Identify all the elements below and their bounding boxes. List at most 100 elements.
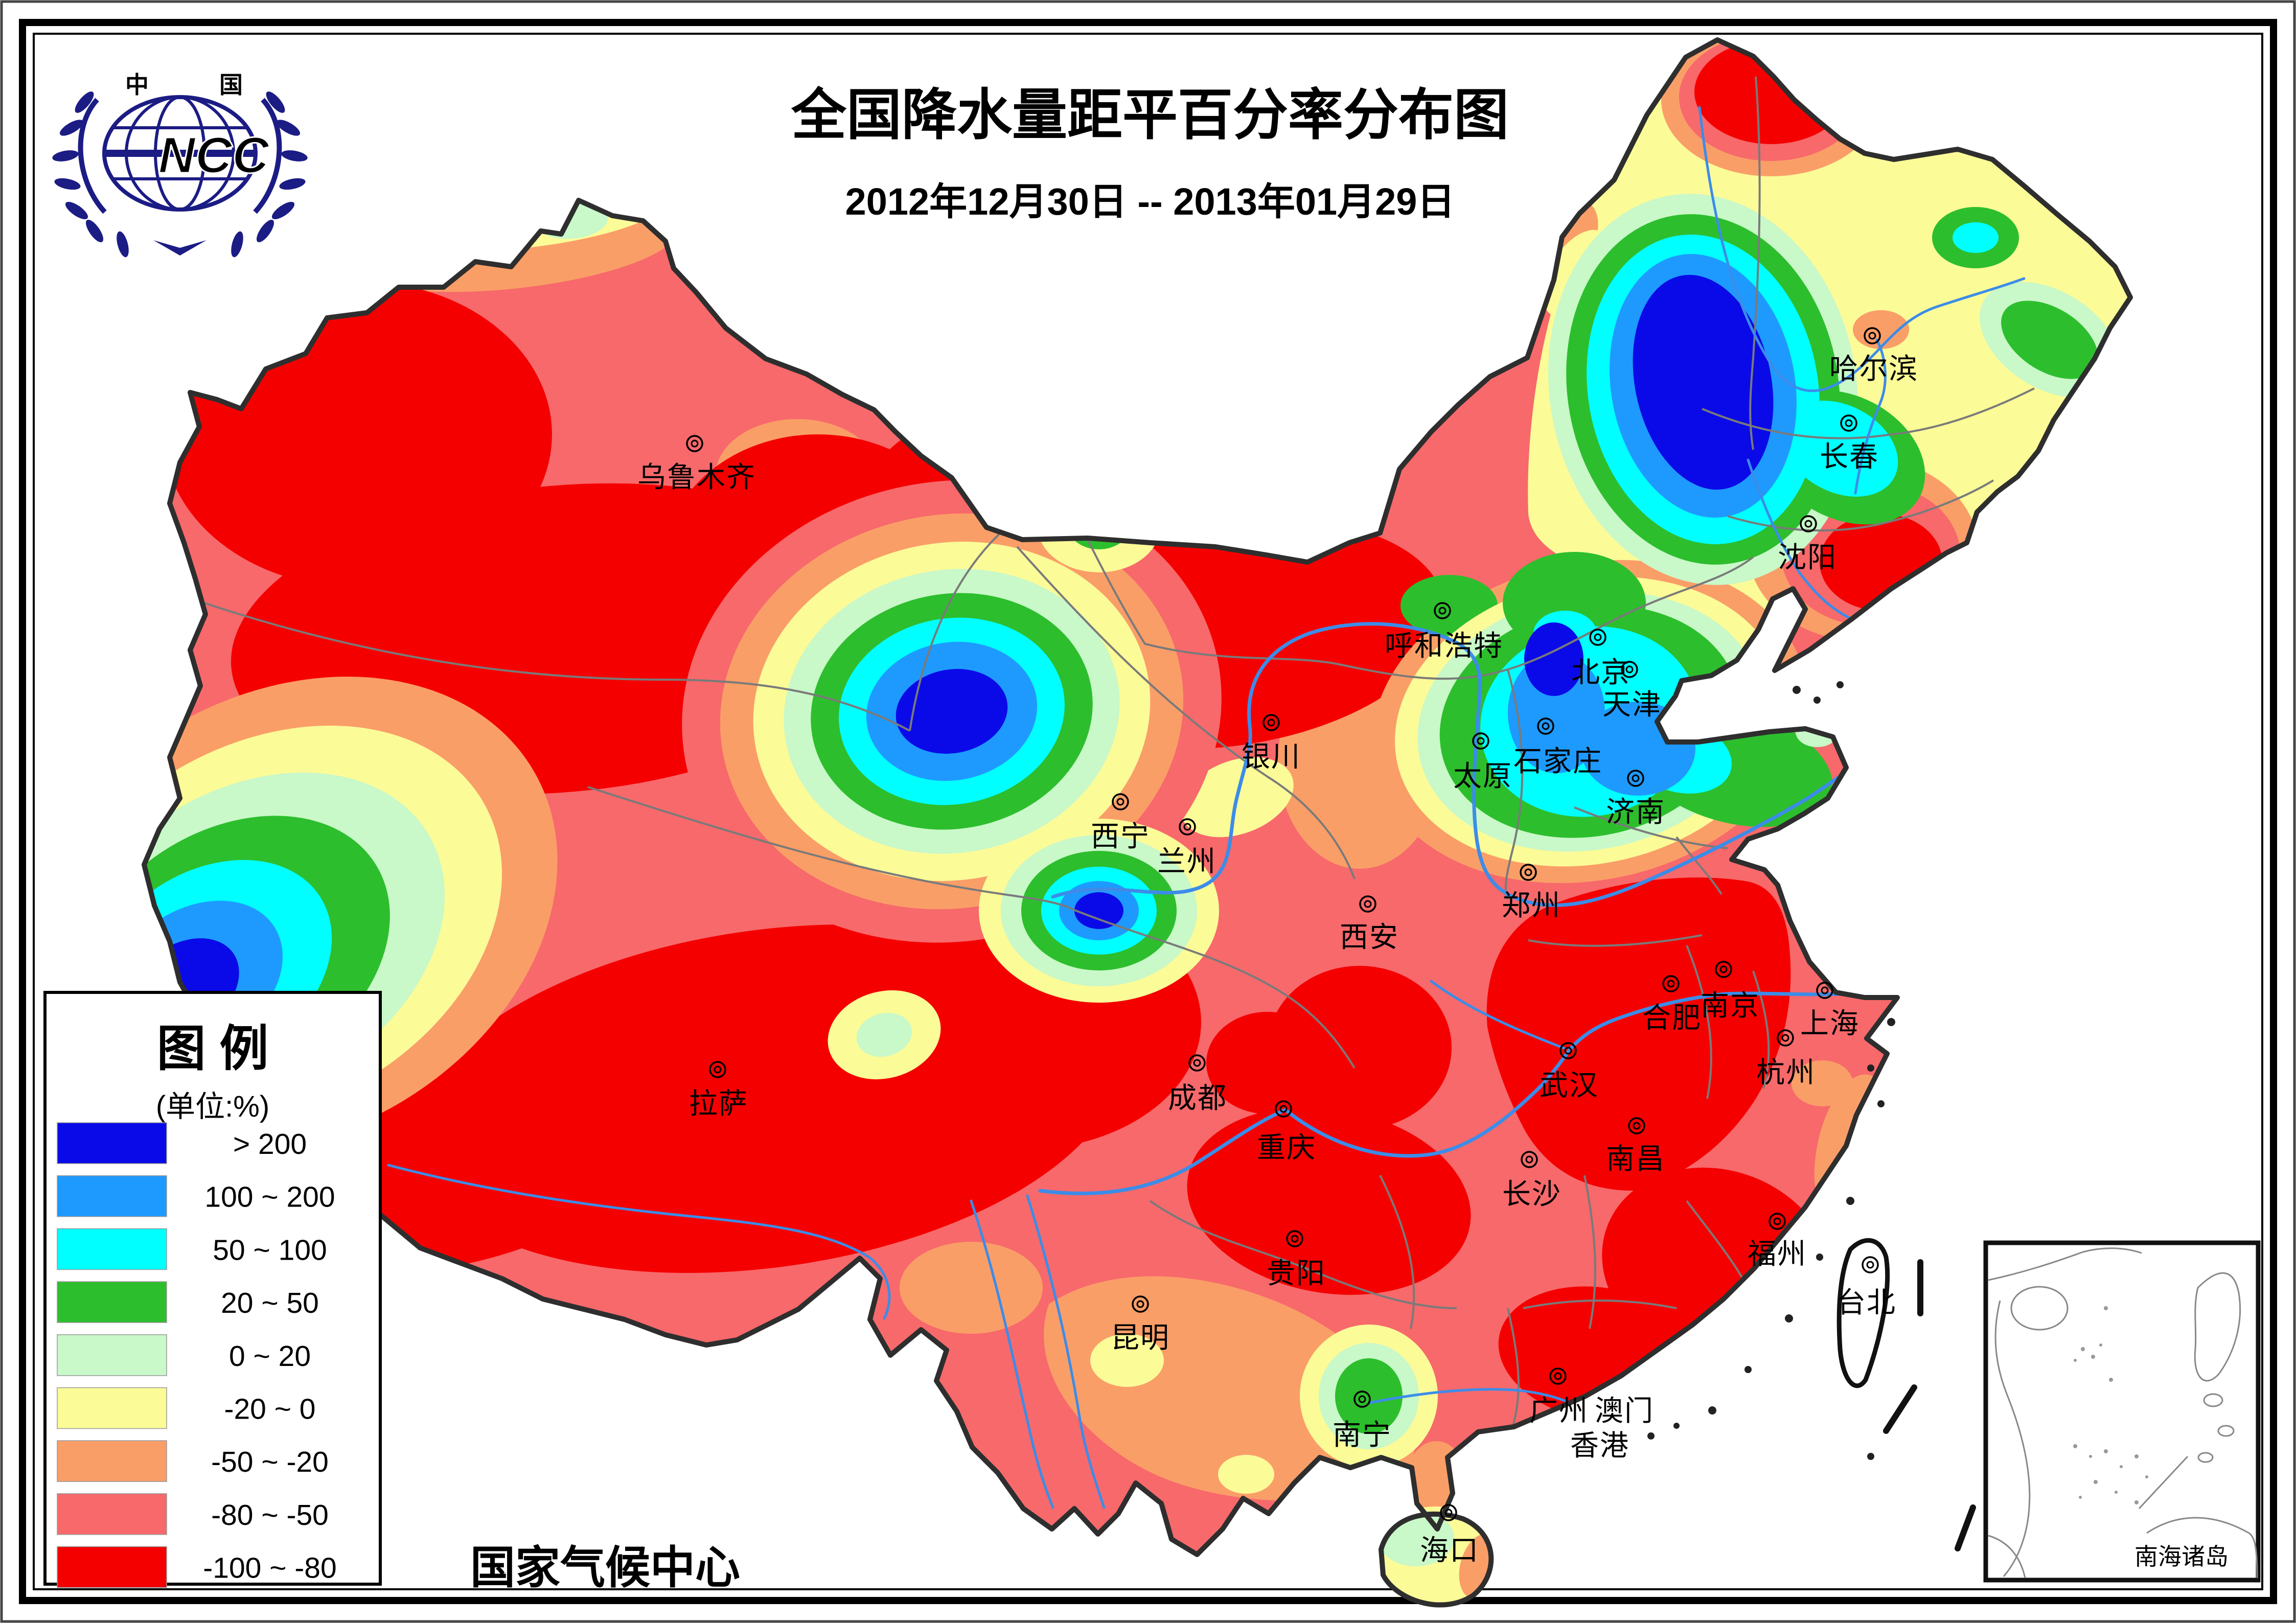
city-label: 济南 (1606, 796, 1665, 828)
city-marker-icon (1840, 414, 1857, 432)
city-marker-inner-icon (1358, 1395, 1366, 1403)
city-9: 济南 (1606, 770, 1665, 828)
city-label: 哈尔滨 (1829, 353, 1918, 385)
inset-islands (2073, 1306, 2148, 1504)
city-marker-inner-icon (1525, 1155, 1533, 1164)
city-label: 太原 (1453, 760, 1512, 792)
city-label: 天津 (1602, 688, 1662, 721)
wet-stack-north-china (1372, 552, 1839, 884)
city-label: 乌鲁木齐 (637, 461, 756, 493)
city-marker-inner-icon (691, 439, 699, 448)
city-10: 银川 (1242, 714, 1300, 773)
city-marker-inner-icon (1866, 1261, 1874, 1269)
legend-range-label-4: 0 ~ 20 (229, 1340, 311, 1373)
city-label: 香港 (1570, 1429, 1629, 1462)
city-26: 昆明 (1111, 1295, 1169, 1354)
city-24: 拉萨 (689, 1061, 748, 1120)
city-marker-inner-icon (1477, 737, 1485, 745)
city-marker-icon (1132, 1295, 1149, 1313)
logo-country-right: 国 (219, 72, 243, 98)
city-label: 成都 (1168, 1082, 1227, 1114)
city-marker-inner-icon (1438, 607, 1447, 615)
city-marker-inner-icon (1183, 823, 1191, 831)
city-19: 武汉 (1540, 1042, 1598, 1101)
city-label: 南京 (1701, 989, 1760, 1022)
city-marker-icon (1621, 661, 1638, 678)
city-marker-inner-icon (1625, 665, 1634, 674)
city-marker-icon (1359, 895, 1376, 913)
logo-country-left: 中 (125, 72, 149, 98)
city-label: 沈阳 (1778, 541, 1837, 573)
legend-swatch-5 (57, 1387, 167, 1429)
laurel-leaves-icon (52, 91, 308, 258)
taiwan-island (1836, 1238, 1890, 1388)
city-5: 北京 (1571, 629, 1629, 688)
city-label: 贵阳 (1267, 1257, 1326, 1289)
legend-range-label-1: 100 ~ 200 (204, 1181, 335, 1214)
inset-map: 南海诸岛 (1983, 1240, 2261, 1583)
city-label: 兰州 (1157, 845, 1216, 877)
legend-items: > 200 100 ~ 200 50 ~ 100 20 ~ 50 0 ~ 20 -20 ~… (57, 1122, 337, 1588)
city-23: 成都 (1168, 1054, 1227, 1114)
city-marker-icon (1662, 975, 1680, 992)
city-22: 重庆 (1257, 1100, 1315, 1164)
legend-range-label-8: -100 ~ -80 (203, 1552, 336, 1585)
city-marker-inner-icon (1136, 1300, 1144, 1308)
city-label: 海口 (1420, 1534, 1479, 1566)
legend-swatch-8 (57, 1546, 167, 1588)
city-30: 香港 (1570, 1429, 1629, 1462)
city-25: 贵阳 (1267, 1230, 1326, 1289)
legend-title: 图 例 (157, 1022, 269, 1076)
city-marker-inner-icon (1594, 633, 1602, 641)
boundary-dashes (1883, 1259, 1976, 1551)
city-12: 兰州 (1157, 818, 1216, 877)
city-marker-icon (1862, 1256, 1879, 1273)
city-marker-inner-icon (1554, 1372, 1562, 1380)
city-17: 上海 (1800, 982, 1858, 1039)
city-3: 沈阳 (1778, 515, 1837, 573)
legend-range-label-3: 20 ~ 50 (221, 1287, 319, 1319)
city-33: 台北 (1837, 1256, 1895, 1318)
city-marker-inner-icon (714, 1065, 722, 1074)
city-marker-inner-icon (1267, 718, 1275, 727)
city-marker-icon (1800, 515, 1817, 532)
city-marker-inner-icon (1781, 1034, 1789, 1042)
city-21: 长沙 (1502, 1151, 1560, 1210)
liao-river (1747, 458, 1852, 620)
city-14: 郑州 (1502, 864, 1560, 921)
legend-range-label-6: -50 ~ -20 (211, 1446, 329, 1478)
nu-river (1026, 1194, 1106, 1509)
city-8: 石家庄 (1513, 717, 1601, 777)
city-20: 南昌 (1606, 1117, 1664, 1175)
wet-stack-northeast (1548, 194, 2120, 585)
city-marker-icon (1559, 1042, 1577, 1059)
offshore-islets (1647, 681, 1895, 1460)
city-label: 拉萨 (689, 1087, 748, 1120)
city-marker-inner-icon (1444, 1509, 1453, 1517)
city-marker-inner-icon (1868, 332, 1876, 340)
city-label: 杭州 (1756, 1056, 1816, 1088)
city-2: 长春 (1820, 414, 1878, 473)
lancang-river (970, 1199, 1054, 1509)
inset-coastlines (1988, 1247, 2258, 1579)
thick-frame (19, 19, 2277, 1604)
city-marker-icon (1769, 1213, 1786, 1230)
city-7: 太原 (1453, 732, 1512, 792)
page-title: 全国降水量距平百分率分布图 (791, 84, 1509, 146)
city-18: 杭州 (1756, 1029, 1816, 1088)
wet-stack-qinghai (979, 819, 1219, 1003)
city-15: 合肥 (1642, 975, 1701, 1034)
city-marker-icon (1188, 1054, 1206, 1072)
city-marker-icon (1472, 732, 1489, 750)
city-11: 西宁 (1091, 793, 1149, 852)
city-marker-inner-icon (1279, 1105, 1288, 1113)
legend-swatch-4 (57, 1334, 167, 1376)
legend-box: 图 例 (单位:%) > 200 100 ~ 200 50 ~ 100 20 ~ 50… (43, 991, 382, 1588)
city-marker-inner-icon (1845, 419, 1853, 427)
page-subtitle: 2012年12月30日 -- 2013年01月29日 (845, 180, 1455, 223)
city-marker-icon (1549, 1367, 1567, 1385)
city-marker-icon (1179, 818, 1196, 836)
city-marker-icon (1434, 602, 1451, 619)
city-marker-icon (1537, 717, 1554, 735)
